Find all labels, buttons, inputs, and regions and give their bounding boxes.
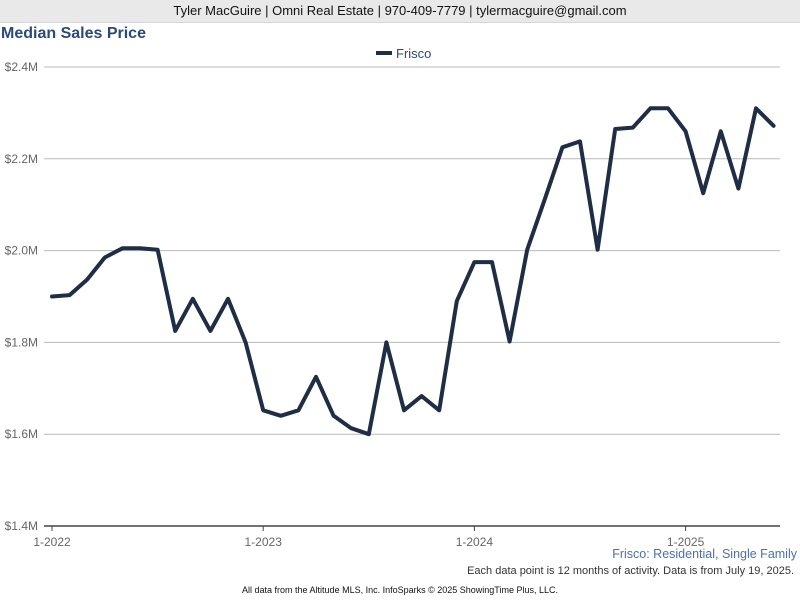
- legend[interactable]: Frisco: [376, 46, 431, 61]
- y-tick-label: $2.2M: [5, 152, 38, 166]
- y-tick-labels: $1.4M $1.6M $1.8M $2.0M $2.2M $2.4M: [5, 60, 38, 533]
- x-tick-label: 1-2025: [667, 535, 705, 549]
- y-tick-label: $2.4M: [5, 60, 38, 74]
- y-tick-label: $2.0M: [5, 244, 38, 258]
- grid-lines: [44, 66, 780, 435]
- y-tick-label: $1.4M: [5, 519, 38, 533]
- chart-title: Median Sales Price: [1, 25, 146, 42]
- legend-item[interactable]: Frisco: [376, 46, 431, 61]
- chart-subtitle: Frisco: Residential, Single Family: [612, 547, 797, 561]
- axes: [44, 525, 780, 531]
- header-contact-bar: Tyler MacGuire | Omni Real Estate | 970-…: [0, 0, 800, 23]
- footer-credit: All data from the Altitude MLS, Inc. Inf…: [242, 585, 558, 595]
- y-tick-label: $1.6M: [5, 427, 38, 441]
- series-line-frisco: [50, 106, 776, 437]
- x-tick-label: 1-2024: [456, 535, 494, 549]
- series-lines: [50, 106, 776, 437]
- x-tick-label: 1-2022: [33, 535, 71, 549]
- contact-info: Tyler MacGuire | Omni Real Estate | 970-…: [173, 3, 627, 18]
- legend-label: Frisco: [396, 46, 431, 61]
- y-tick-label: $1.8M: [5, 335, 38, 349]
- x-tick-label: 1-2023: [245, 535, 283, 549]
- data-note: Each data point is 12 months of activity…: [467, 565, 794, 577]
- x-tick-labels: 1-2022 1-2023 1-2024 1-2025: [33, 535, 704, 549]
